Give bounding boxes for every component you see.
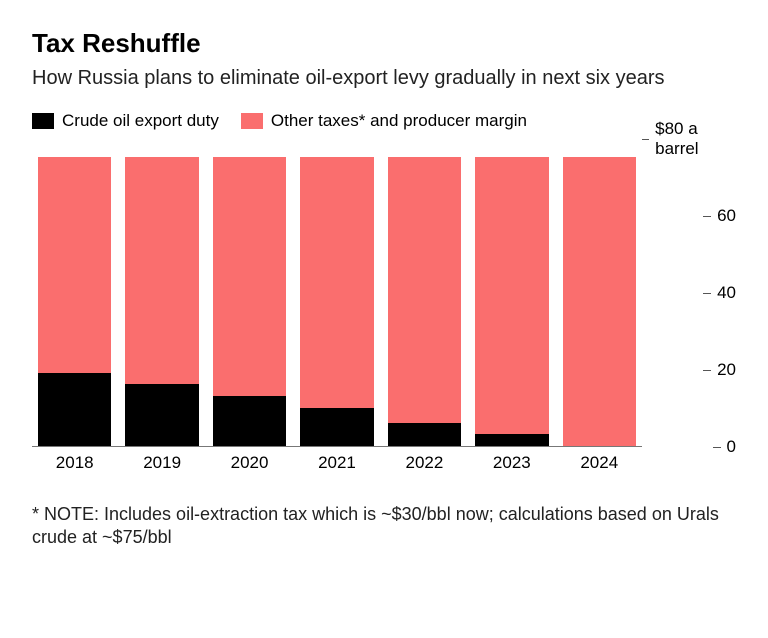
tick-mark bbox=[703, 293, 711, 294]
x-label: 2021 bbox=[300, 453, 373, 473]
plot-area bbox=[32, 139, 642, 447]
y-tick: $80 a barrel bbox=[642, 119, 736, 159]
legend: Crude oil export duty Other taxes* and p… bbox=[32, 111, 736, 131]
y-tick: 20 bbox=[703, 360, 736, 380]
bar-seg-crude bbox=[300, 408, 373, 447]
bar-2019 bbox=[125, 139, 198, 446]
bar-seg-crude bbox=[213, 396, 286, 446]
bar-seg-other bbox=[38, 157, 111, 373]
x-label: 2020 bbox=[213, 453, 286, 473]
y-tick: 40 bbox=[703, 283, 736, 303]
chart: $80 a barrel6040200 bbox=[32, 139, 736, 447]
bars-container bbox=[32, 139, 642, 446]
bar-seg-other bbox=[213, 157, 286, 396]
y-axis: $80 a barrel6040200 bbox=[642, 139, 736, 447]
chart-title: Tax Reshuffle bbox=[32, 28, 736, 59]
tick-mark bbox=[703, 370, 711, 371]
x-label: 2022 bbox=[388, 453, 461, 473]
bar-seg-other bbox=[563, 157, 636, 446]
x-label: 2018 bbox=[38, 453, 111, 473]
bar-seg-other bbox=[388, 157, 461, 423]
bar-seg-other bbox=[300, 157, 373, 407]
bar-seg-other bbox=[475, 157, 548, 434]
legend-label-other: Other taxes* and producer margin bbox=[271, 111, 527, 131]
legend-label-crude: Crude oil export duty bbox=[62, 111, 219, 131]
bar-seg-other bbox=[125, 157, 198, 384]
tick-mark bbox=[703, 216, 711, 217]
x-label: 2024 bbox=[563, 453, 636, 473]
y-tick: 60 bbox=[703, 206, 736, 226]
legend-swatch-crude bbox=[32, 113, 54, 129]
bar-seg-crude bbox=[125, 384, 198, 446]
chart-footnote: * NOTE: Includes oil-extraction tax whic… bbox=[32, 503, 736, 550]
y-tick-label: $80 a barrel bbox=[655, 119, 736, 159]
legend-item-other: Other taxes* and producer margin bbox=[241, 111, 527, 131]
bar-2022 bbox=[388, 139, 461, 446]
y-tick-label: 0 bbox=[727, 437, 736, 457]
x-label: 2019 bbox=[125, 453, 198, 473]
legend-swatch-other bbox=[241, 113, 263, 129]
bar-2018 bbox=[38, 139, 111, 446]
y-tick-label: 20 bbox=[717, 360, 736, 380]
bar-2021 bbox=[300, 139, 373, 446]
bar-seg-crude bbox=[388, 423, 461, 446]
bar-2024 bbox=[563, 139, 636, 446]
bar-2023 bbox=[475, 139, 548, 446]
bar-seg-crude bbox=[475, 434, 548, 446]
tick-mark bbox=[642, 139, 649, 140]
y-tick-label: 60 bbox=[717, 206, 736, 226]
legend-item-crude: Crude oil export duty bbox=[32, 111, 219, 131]
bar-seg-crude bbox=[38, 373, 111, 446]
bar-2020 bbox=[213, 139, 286, 446]
x-axis: 2018 2019 2020 2021 2022 2023 2024 bbox=[32, 447, 642, 473]
y-tick: 0 bbox=[713, 437, 736, 457]
y-tick-label: 40 bbox=[717, 283, 736, 303]
chart-subtitle: How Russia plans to eliminate oil-export… bbox=[32, 65, 736, 91]
tick-mark bbox=[713, 447, 721, 448]
x-label: 2023 bbox=[475, 453, 548, 473]
